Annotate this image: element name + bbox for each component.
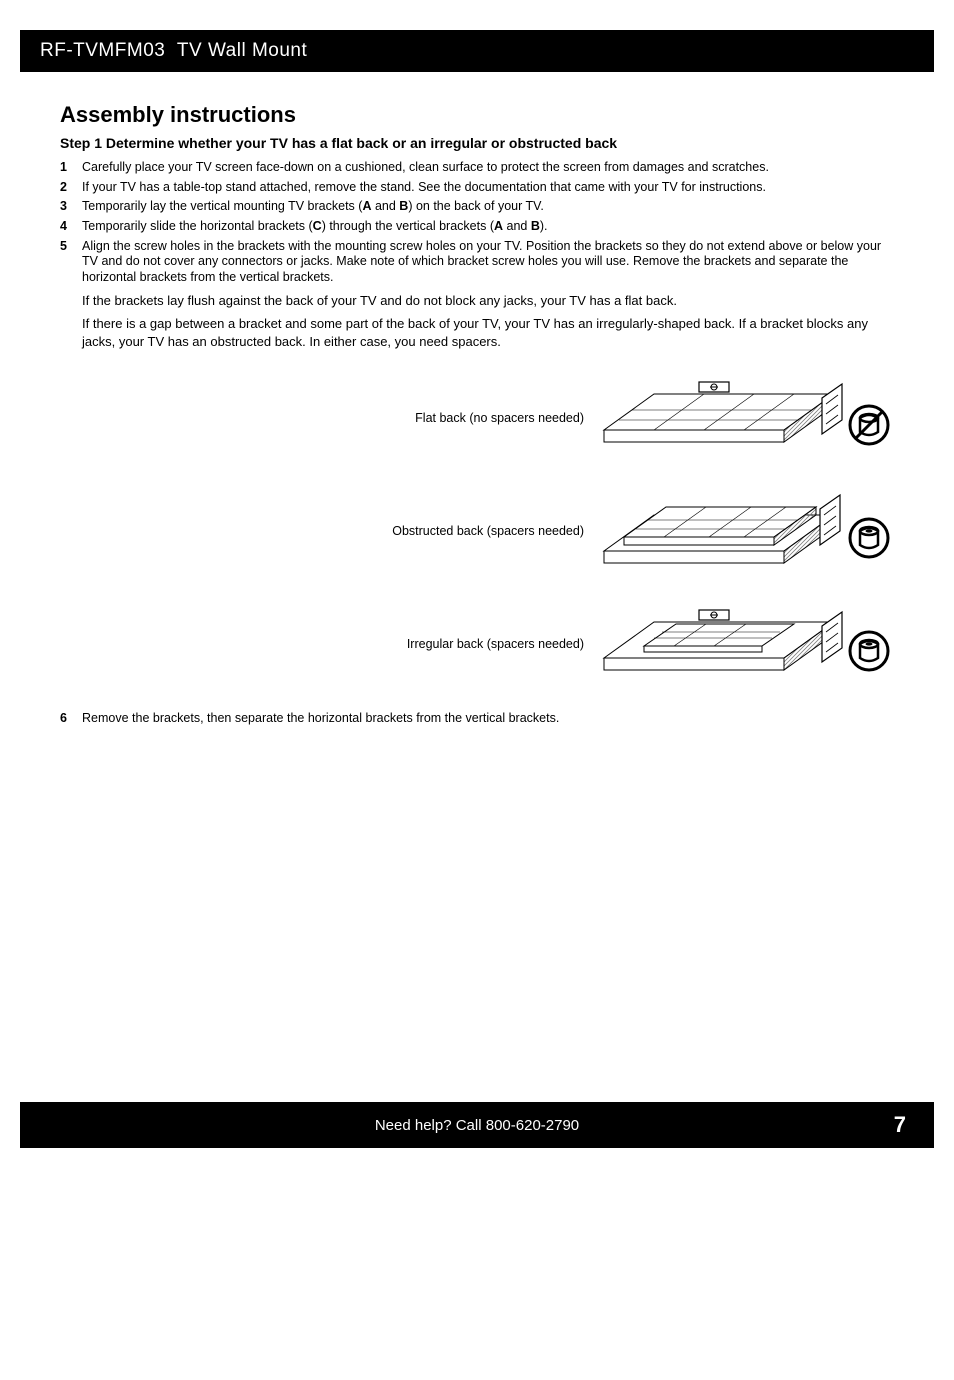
list-item-2: 2 If your TV has a table-top stand attac…: [60, 180, 894, 196]
section-title: Assembly instructions: [60, 102, 894, 128]
item-number: 3: [60, 199, 82, 215]
list-item-4: 4 Temporarily slide the horizontal brack…: [60, 219, 894, 235]
obstructed-back-diagram: [594, 483, 894, 578]
diagram-row-irregular: Irregular back (spacers needed): [120, 596, 894, 691]
item-number: 5: [60, 239, 82, 286]
flat-back-diagram: [594, 370, 894, 465]
paragraph-irregular: If there is a gap between a bracket and …: [82, 315, 894, 350]
product-code: RF-TVMFM03: [40, 40, 165, 61]
item-text: Align the screw holes in the brackets wi…: [82, 239, 894, 286]
footer-help-text: Need help? Call 800-620-2790: [375, 1117, 579, 1134]
page-number: 7: [894, 1112, 906, 1138]
item-number: 6: [60, 711, 82, 727]
diagram-label: Irregular back (spacers needed): [334, 637, 584, 651]
instruction-list: 1 Carefully place your TV screen face-do…: [60, 160, 894, 285]
diagram-row-flat: Flat back (no spacers needed): [120, 370, 894, 465]
paragraph-flat: If the brackets lay flush against the ba…: [82, 292, 894, 310]
header-bar: RF-TVMFM03 TV Wall Mount: [20, 30, 934, 72]
item-number: 4: [60, 219, 82, 235]
item-text: Temporarily lay the vertical mounting TV…: [82, 199, 894, 215]
item-number: 1: [60, 160, 82, 176]
list-item-6: 6 Remove the brackets, then separate the…: [60, 711, 894, 727]
footer-bar: Need help? Call 800-620-2790 7: [20, 1102, 934, 1148]
item-text: Temporarily slide the horizontal bracket…: [82, 219, 894, 235]
irregular-back-diagram: [594, 596, 894, 691]
diagram-row-obstructed: Obstructed back (spacers needed): [120, 483, 894, 578]
list-item-3: 3 Temporarily lay the vertical mounting …: [60, 199, 894, 215]
diagram-block: Flat back (no spacers needed): [120, 370, 894, 691]
item-text: Remove the brackets, then separate the h…: [82, 711, 894, 727]
diagram-label: Flat back (no spacers needed): [334, 411, 584, 425]
item-number: 2: [60, 180, 82, 196]
list-item-5: 5 Align the screw holes in the brackets …: [60, 239, 894, 286]
item-text: Carefully place your TV screen face-down…: [82, 160, 894, 176]
product-name: TV Wall Mount: [177, 40, 307, 61]
instruction-list-continued: 6 Remove the brackets, then separate the…: [60, 711, 894, 727]
step-title: Step 1 Determine whether your TV has a f…: [60, 134, 894, 152]
item-text: If your TV has a table-top stand attache…: [82, 180, 894, 196]
list-item-1: 1 Carefully place your TV screen face-do…: [60, 160, 894, 176]
main-content: Assembly instructions Step 1 Determine w…: [0, 72, 954, 751]
diagram-label: Obstructed back (spacers needed): [334, 524, 584, 538]
